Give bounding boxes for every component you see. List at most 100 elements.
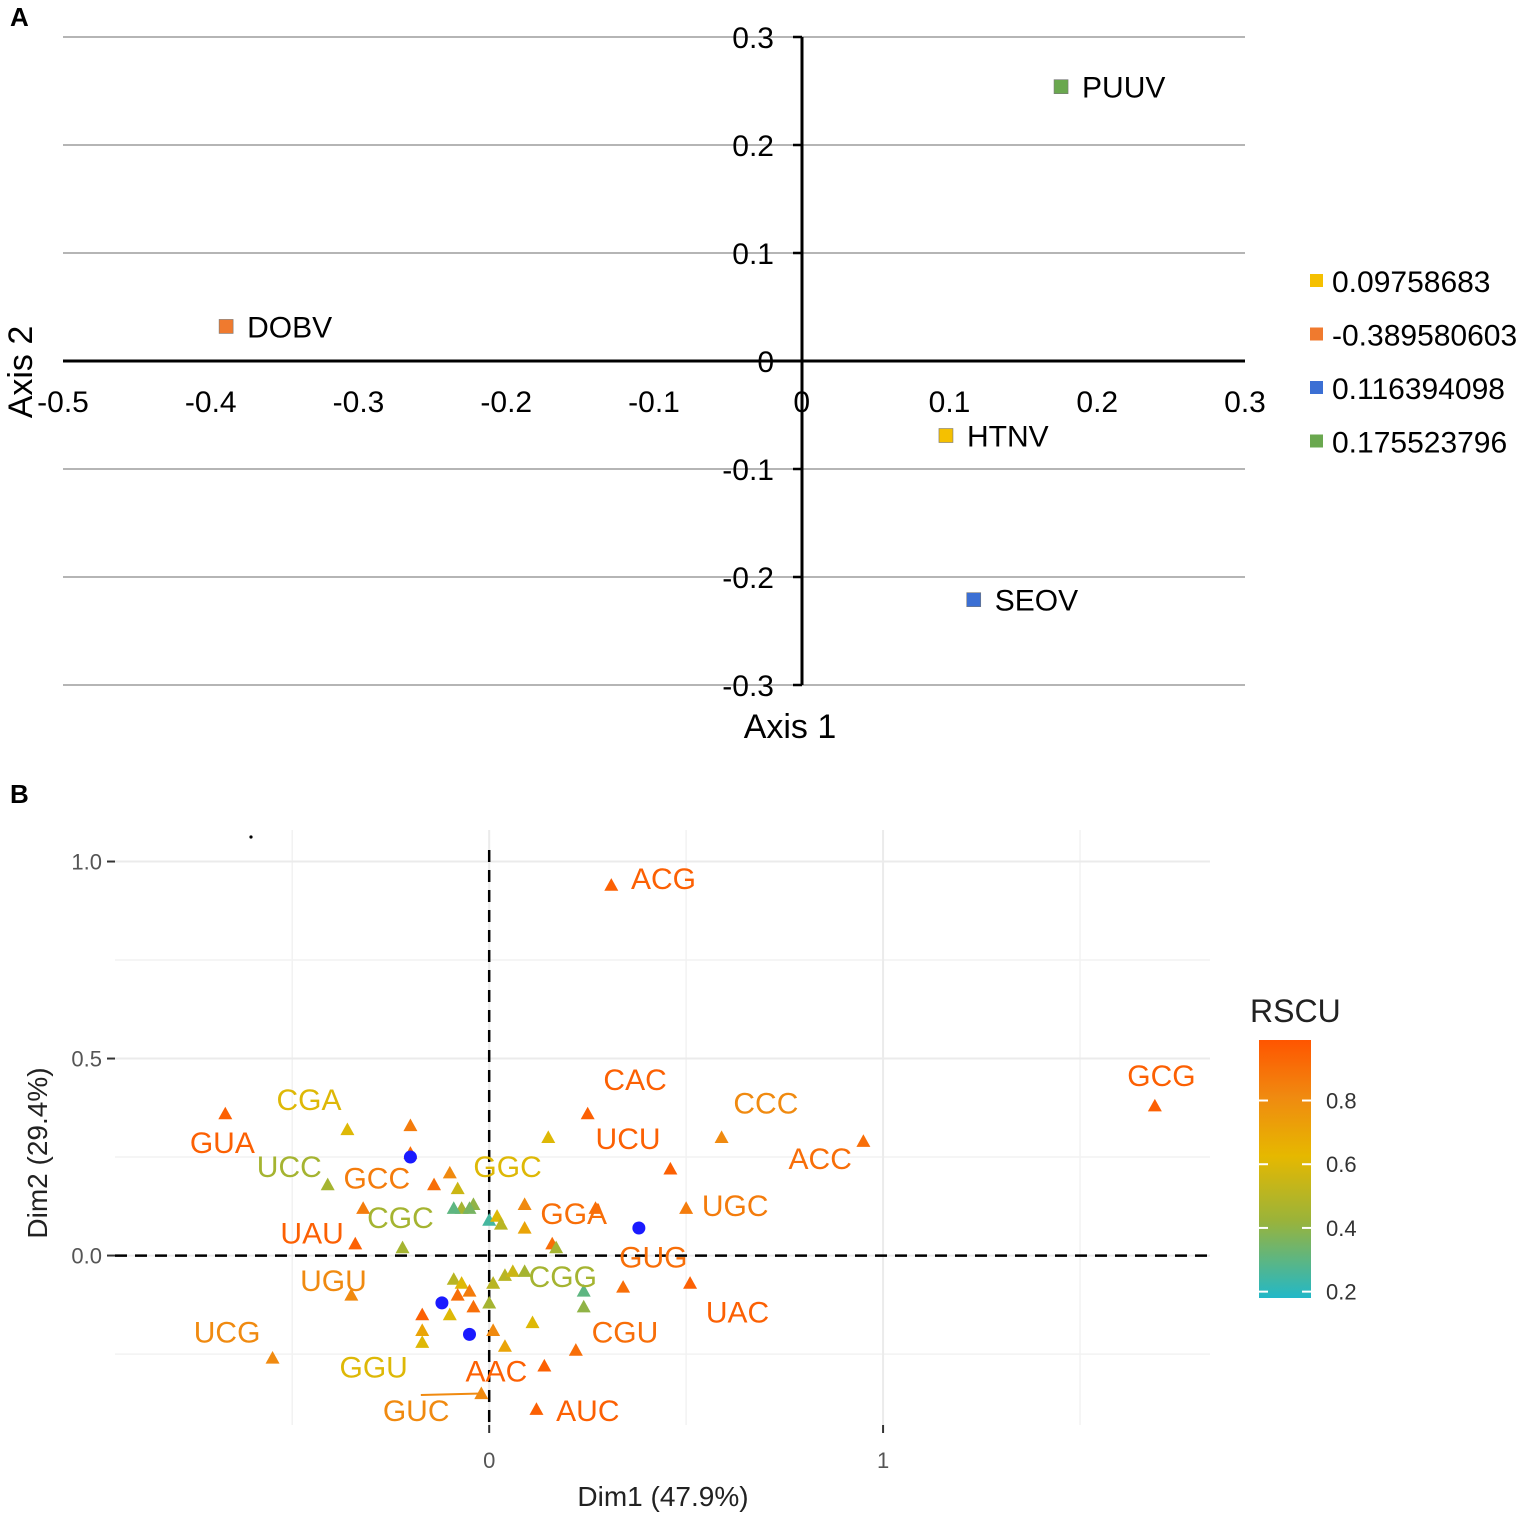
panel-a-gridlines — [63, 36, 1245, 686]
panel-b-codon-point — [427, 1177, 442, 1191]
panel-a-x-tick-label: 0 — [793, 386, 810, 419]
panel-b-codon-point — [442, 1307, 457, 1321]
panel-b-y-tick-label: 0.0 — [71, 1244, 102, 1269]
panel-b-codon-point-ugu — [344, 1287, 359, 1301]
panel-a-x-tick-label: -0.4 — [185, 386, 237, 419]
panel-b-codon-point — [525, 1315, 540, 1329]
panel-a-x-tick-label: 0.1 — [929, 386, 971, 419]
panel-b-codon-label: ACG — [631, 863, 696, 896]
panel-b-codon-point — [454, 1276, 469, 1289]
panel-b-legend-tick-label: 0.8 — [1326, 1089, 1357, 1114]
panel-b-legend-tick-label: 0.6 — [1326, 1152, 1357, 1177]
panel-b-codon-labels: ACG GCG CAC CCC ACC UCU UGC GGA GUG UAC CGU AUC AAC G… — [190, 863, 1196, 1428]
panel-b-codon-label: GGU — [340, 1352, 408, 1385]
panel-b-codon-label: UAU — [280, 1218, 343, 1251]
panel-b-codon-point — [497, 1268, 512, 1281]
panel-b-codon-label: ACC — [789, 1143, 852, 1176]
panel-b-codon-point-cac — [580, 1106, 595, 1120]
panel-b-codon-point — [442, 1165, 457, 1179]
panel-b-legend: RSCU 0.2 0.4 0.6 0.8 — [1250, 993, 1357, 1305]
panel-b-codon-point-gua — [218, 1106, 233, 1120]
panel-b-codon-label: GUG — [619, 1241, 687, 1274]
panel-a-y-tick-label: 0.1 — [732, 238, 774, 271]
panel-a-y-tick-label: 0.2 — [732, 130, 774, 163]
panel-b-codon-point-ucg — [265, 1351, 280, 1364]
panel-a: A -0.5 -0.4 -0.3 -0.2 -0.1 0 0.1 0.2 0.3 -0.3-0.… — [2, 2, 1517, 746]
panel-a-x-tick-label: -0.3 — [333, 386, 385, 419]
panel-a-y-axis-title: Axis 2 — [2, 326, 40, 419]
panel-b-codon-point-gga — [588, 1201, 603, 1214]
panel-b-codon-point — [517, 1197, 532, 1210]
panel-a-point-label: HTNV — [967, 421, 1049, 454]
panel-b-codon-point-cgc — [395, 1240, 410, 1254]
panel-b-codon-label: CAC — [603, 1064, 666, 1097]
panel-b-codon-point-ucc — [320, 1177, 335, 1191]
panel-b-codon-label: UAC — [706, 1297, 769, 1330]
panel-b-codon-point — [446, 1272, 461, 1285]
panel-a-y-tick-label: -0.1 — [722, 454, 774, 487]
panel-b-axes — [115, 850, 1210, 1425]
panel-a-x-tick-label: 0.2 — [1076, 386, 1118, 419]
panel-b-codon-point-cgu — [568, 1343, 583, 1356]
panel-a-point-seov — [966, 592, 982, 607]
panel-b-codon-label: CGG — [529, 1261, 597, 1294]
panel-b-codon-point — [494, 1217, 509, 1230]
panel-a-letter: A — [10, 2, 29, 32]
panel-a-x-axis-title: Axis 1 — [744, 708, 837, 746]
panel-b-speck — [249, 835, 253, 839]
panel-b-label-leader — [420, 1392, 482, 1397]
panel-b-codon-point — [486, 1323, 501, 1337]
panel-b-codon-point-acc — [856, 1134, 871, 1147]
panel-b-codon-label: GUC — [383, 1395, 450, 1428]
panel-a-y-tick-label: -0.2 — [722, 562, 774, 595]
panel-a-y-tick-label: 0.3 — [732, 22, 774, 55]
panel-b-gridlines — [115, 830, 1210, 1425]
panel-a-point-htnv — [938, 428, 954, 443]
panel-b-codon-point — [466, 1299, 481, 1313]
panel-b-codon-point — [576, 1284, 591, 1297]
panel-a-y-tick-label: 0 — [757, 346, 774, 379]
panel-a-y-tick-label: -0.3 — [722, 670, 774, 703]
panel-b-codon-point-uau — [348, 1236, 363, 1250]
panel-b-codon-label: CGU — [592, 1316, 659, 1349]
panel-b-codon-point — [486, 1276, 501, 1289]
panel-b-codon-label: CGA — [276, 1084, 341, 1117]
panel-b-codon-point — [450, 1181, 465, 1195]
panel-a-x-tick-label: -0.2 — [480, 386, 532, 419]
panel-b-codon-point-cgg — [517, 1264, 532, 1277]
panel-b-y-tick-label: 0.5 — [71, 1047, 102, 1072]
panel-b-codon-point — [482, 1295, 497, 1309]
panel-a-legend-label: 0.175523796 — [1332, 427, 1507, 460]
panel-b-x-axis-title: Dim1 (47.9%) — [577, 1481, 748, 1512]
panel-b-letter: B — [10, 779, 29, 809]
panel-b-codon-label: GCC — [343, 1163, 410, 1196]
panel-a-y-tick-labels: -0.3 -0.2 -0.1 0 0.1 0.2 0.3 — [722, 22, 774, 703]
panel-b-legend-title: RSCU — [1250, 993, 1341, 1029]
panel-b-codon-label: GCG — [1127, 1060, 1195, 1093]
panel-b-codon-point-gcg — [1147, 1098, 1162, 1112]
panel-b-codon-label: UGC — [702, 1190, 769, 1223]
panel-b-codon-point — [415, 1307, 430, 1321]
panel-b-codon-label: UCU — [596, 1123, 661, 1156]
panel-a-point-label: PUUV — [1082, 72, 1165, 105]
panel-a-legend: 0.09758683 -0.389580603 0.116394098 0.17552… — [1310, 266, 1517, 460]
panel-b-blue-point — [462, 1327, 476, 1341]
panel-b-codon-label: CCC — [733, 1088, 798, 1121]
panel-b-codon-point — [482, 1213, 497, 1226]
panel-a-legend-label: -0.389580603 — [1332, 320, 1517, 353]
panel-a-axes — [63, 35, 1245, 687]
panel-b-codon-point — [505, 1264, 520, 1277]
panel-b-legend-colorbar — [1259, 1040, 1311, 1298]
panel-b-codon-point-gug — [616, 1280, 631, 1293]
panel-a-legend-swatch — [1310, 381, 1323, 394]
panel-b-codon-point — [462, 1201, 477, 1214]
panel-b-x-tick-label: 0 — [483, 1448, 495, 1473]
panel-b-codon-point — [403, 1118, 418, 1132]
panel-b-codon-point-ccc — [714, 1130, 729, 1143]
panel-b-codon-label: UCG — [194, 1316, 261, 1349]
panel-b-codon-point — [549, 1240, 564, 1254]
panel-a-legend-label: 0.09758683 — [1332, 266, 1491, 299]
panel-b: B 0.0 0.5 1.0 0 1 ACG GCG CAC CCC ACC UCU UGC GGA GU… — [10, 779, 1357, 1512]
panel-b-codon-label: UCC — [257, 1151, 322, 1184]
